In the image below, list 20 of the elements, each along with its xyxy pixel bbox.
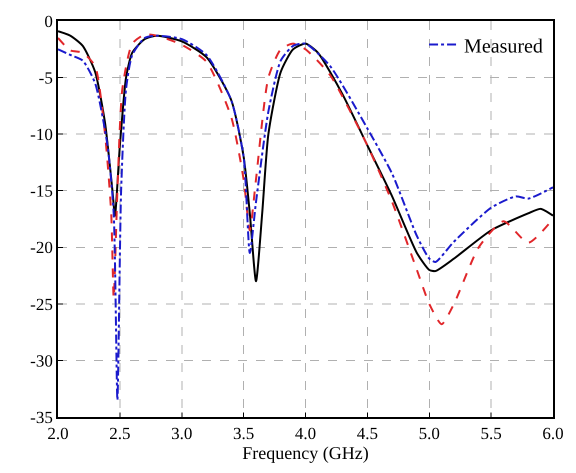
x-tick-label: 4.0 bbox=[294, 424, 316, 444]
line-series bbox=[58, 34, 553, 402]
y-tick-label: -15 bbox=[30, 182, 53, 201]
y-tick-label: -10 bbox=[30, 125, 53, 144]
x-axis-title: Frequency (GHz) bbox=[242, 443, 369, 464]
x-tick-label: 2.5 bbox=[109, 424, 131, 444]
x-tick-label: 5.0 bbox=[418, 424, 440, 444]
y-tick-label: -20 bbox=[30, 238, 53, 258]
x-tick-label: 4.5 bbox=[356, 424, 378, 444]
y-tick-label: 0 bbox=[44, 12, 53, 31]
y-tick-label: -30 bbox=[30, 351, 53, 370]
legend-label: Measured bbox=[464, 35, 543, 58]
x-tick-label: 3.5 bbox=[233, 424, 254, 444]
x-tick-label: 6.0 bbox=[542, 424, 564, 444]
x-tick-label: 2.0 bbox=[47, 424, 69, 444]
y-tick-label: -35 bbox=[30, 408, 53, 427]
x-tick-label: 3.0 bbox=[171, 424, 192, 444]
y-tick-label: -5 bbox=[38, 68, 53, 88]
y-tick-label: -25 bbox=[30, 294, 53, 314]
x-tick-label: 5.5 bbox=[480, 424, 502, 444]
